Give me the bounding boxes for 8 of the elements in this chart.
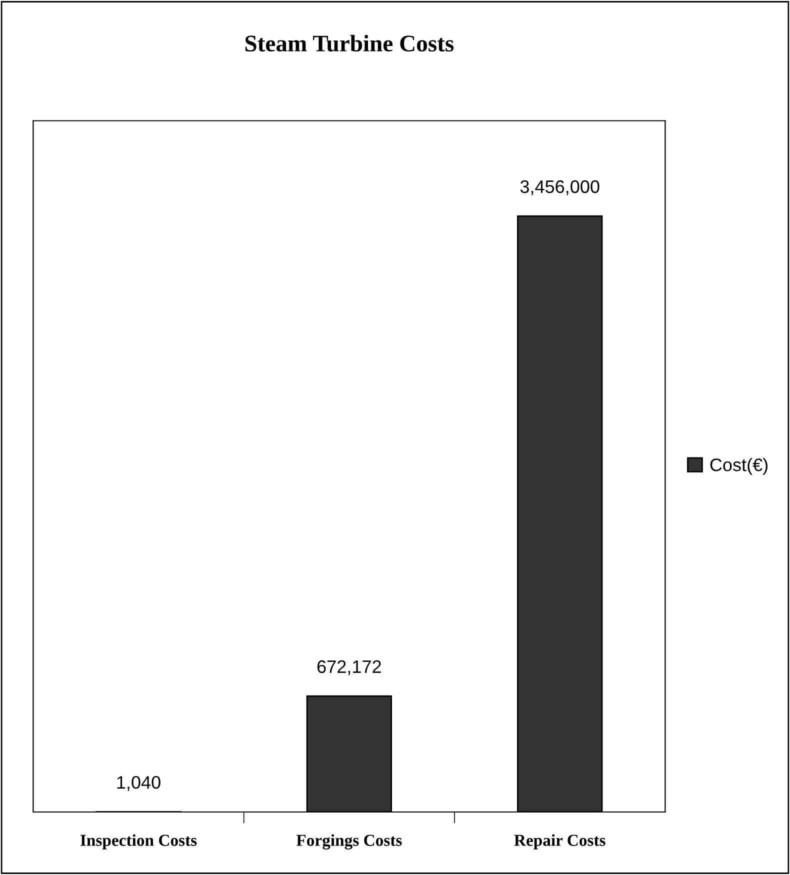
data-label: 1,040 [117, 776, 160, 791]
data-label: 672,172 [317, 660, 381, 676]
legend-label: Cost(€) [710, 458, 768, 475]
data-label: 3,456,000 [520, 180, 600, 196]
x-tick-label: Forgings Costs [296, 834, 402, 850]
x-tick-label: Inspection Costs [80, 834, 197, 850]
x-tick-label: Repair Costs [514, 834, 606, 850]
chart-title: Steam Turbine Costs [245, 34, 454, 52]
